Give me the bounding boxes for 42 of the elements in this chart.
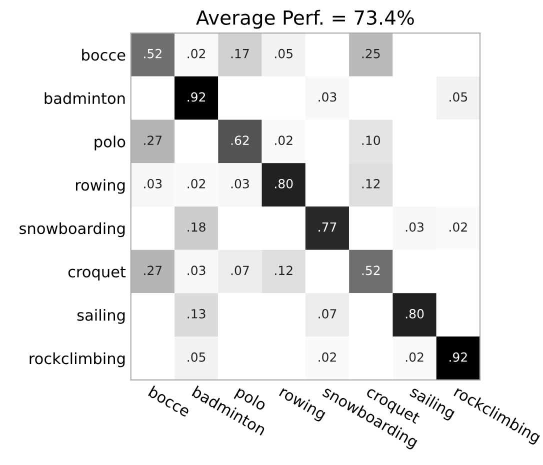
- data-label: .92: [450, 352, 467, 362]
- data-label: .77: [318, 222, 336, 232]
- data-label: .05: [275, 48, 292, 58]
- data-label: .05: [450, 92, 468, 102]
- data-label: .12: [275, 266, 292, 275]
- y-tick-label: polo: [94, 136, 126, 150]
- data-label: .03: [188, 266, 206, 276]
- y-tick-label: badminton: [44, 92, 125, 104]
- data-label: .92: [188, 92, 206, 102]
- data-label: .03: [406, 222, 424, 232]
- y-tick-label: rockclimbing: [30, 352, 125, 368]
- data-label: .05: [188, 352, 206, 362]
- y-tick-label: rowing: [76, 178, 125, 194]
- data-label: .27: [144, 136, 162, 145]
- data-label: .17: [231, 49, 249, 58]
- data-label: .07: [231, 266, 249, 276]
- data-label: .02: [188, 48, 206, 58]
- data-label: .62: [231, 136, 249, 146]
- data-label: .80: [406, 309, 424, 318]
- data-label: .03: [144, 178, 162, 188]
- data-label: .02: [318, 352, 336, 362]
- data-label: .03: [231, 178, 249, 188]
- data-label: .18: [188, 222, 206, 232]
- data-label: .10: [362, 136, 380, 146]
- y-tick-label: croquet: [68, 266, 126, 280]
- data-label: .52: [144, 48, 162, 58]
- data-label: .07: [318, 309, 336, 318]
- data-label: .25: [362, 48, 380, 58]
- data-label: .12: [362, 178, 380, 188]
- data-label: .02: [188, 178, 206, 188]
- chart-title: Average Perf. = 73.4%: [196, 10, 414, 29]
- data-label: .02: [450, 222, 467, 232]
- data-label: .27: [144, 266, 162, 275]
- data-label: .02: [275, 136, 292, 146]
- y-tick-label: bocce: [82, 48, 126, 61]
- data-label: .02: [406, 352, 424, 362]
- data-label: .13: [188, 309, 206, 318]
- data-label: .03: [318, 92, 336, 102]
- y-tick-label: sailing: [77, 309, 125, 324]
- y-tick-label: snowboarding: [20, 222, 125, 238]
- data-label: .80: [275, 178, 293, 188]
- data-label: .52: [362, 266, 380, 276]
